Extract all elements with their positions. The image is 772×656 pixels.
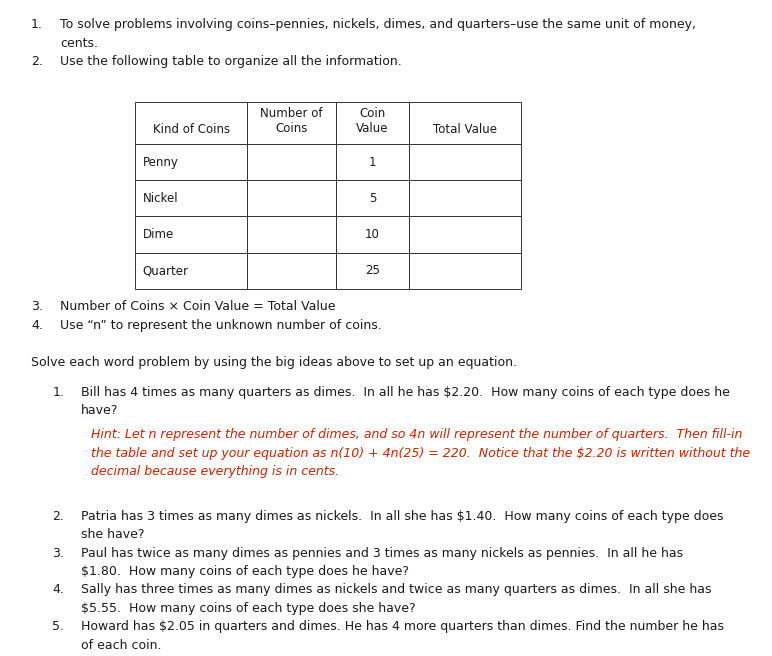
Text: Sally has three times as many dimes as nickels and twice as many quarters as dim: Sally has three times as many dimes as n… [81, 583, 712, 596]
Bar [247, 216, 336, 253]
Text: Number of Coins × Coin Value = Total Value: Number of Coins × Coin Value = Total Val… [60, 300, 336, 314]
Text: 1.: 1. [52, 386, 64, 399]
Bar [247, 144, 336, 180]
Text: 25: 25 [365, 264, 380, 277]
Bar [135, 144, 247, 180]
Text: Penny: Penny [143, 156, 178, 169]
Bar [336, 253, 409, 289]
Text: $5.55.  How many coins of each type does she have?: $5.55. How many coins of each type does … [81, 602, 415, 615]
Text: Kind of Coins: Kind of Coins [153, 123, 229, 136]
Text: 1.: 1. [31, 18, 42, 31]
Bar [409, 216, 521, 253]
Bar [135, 180, 247, 216]
Bar [135, 216, 247, 253]
Text: Use “n” to represent the unknown number of coins.: Use “n” to represent the unknown number … [60, 319, 382, 332]
Text: Bill has 4 times as many quarters as dimes.  In all he has $2.20.  How many coin: Bill has 4 times as many quarters as dim… [81, 386, 730, 399]
Bar [409, 144, 521, 180]
Text: 5: 5 [369, 192, 376, 205]
Text: Quarter: Quarter [143, 264, 189, 277]
Text: To solve problems involving coins–pennies, nickels, dimes, and quarters–use the : To solve problems involving coins–pennie… [60, 18, 696, 31]
Text: Patria has 3 times as many dimes as nickels.  In all she has $1.40.  How many co: Patria has 3 times as many dimes as nick… [81, 510, 723, 523]
Text: Paul has twice as many dimes as pennies and 3 times as many nickels as pennies. : Paul has twice as many dimes as pennies … [81, 546, 683, 560]
Text: 1: 1 [369, 156, 376, 169]
Text: Use the following table to organize all the information.: Use the following table to organize all … [60, 55, 402, 68]
Bar [409, 180, 521, 216]
Text: Solve each word problem by using the big ideas above to set up an equation.: Solve each word problem by using the big… [31, 356, 517, 369]
Text: 3.: 3. [31, 300, 42, 314]
Text: cents.: cents. [60, 37, 98, 50]
Text: Howard has $2.05 in quarters and dimes. He has 4 more quarters than dimes. Find : Howard has $2.05 in quarters and dimes. … [81, 620, 724, 633]
Text: of each coin.: of each coin. [81, 638, 161, 651]
Bar [336, 102, 409, 144]
Bar [336, 216, 409, 253]
Bar [135, 102, 247, 144]
Text: she have?: she have? [81, 528, 144, 541]
Bar [247, 180, 336, 216]
Bar [135, 253, 247, 289]
Text: 5.: 5. [52, 620, 65, 633]
Bar [336, 180, 409, 216]
Text: 3.: 3. [52, 546, 64, 560]
Text: Coin
Value: Coin Value [356, 107, 389, 135]
Bar [247, 102, 336, 144]
Text: the table and set up your equation as n(10) + 4n(25) = 220.  Notice that the $2.: the table and set up your equation as n(… [91, 447, 750, 460]
Text: Number of
Coins: Number of Coins [260, 107, 323, 135]
Bar [247, 253, 336, 289]
Text: $1.80.  How many coins of each type does he have?: $1.80. How many coins of each type does … [81, 565, 409, 578]
Bar [409, 102, 521, 144]
Text: have?: have? [81, 404, 118, 417]
Text: decimal because everything is in cents.: decimal because everything is in cents. [91, 465, 339, 478]
Text: Total Value: Total Value [433, 123, 497, 136]
Text: 4.: 4. [52, 583, 64, 596]
Text: 4.: 4. [31, 319, 42, 332]
Text: Hint: Let n represent the number of dimes, and so 4n will represent the number o: Hint: Let n represent the number of dime… [91, 428, 743, 441]
Text: Dime: Dime [143, 228, 174, 241]
Bar [409, 253, 521, 289]
Bar [336, 144, 409, 180]
Text: 2.: 2. [52, 510, 64, 523]
Text: Nickel: Nickel [143, 192, 178, 205]
Text: 2.: 2. [31, 55, 42, 68]
Text: 10: 10 [365, 228, 380, 241]
